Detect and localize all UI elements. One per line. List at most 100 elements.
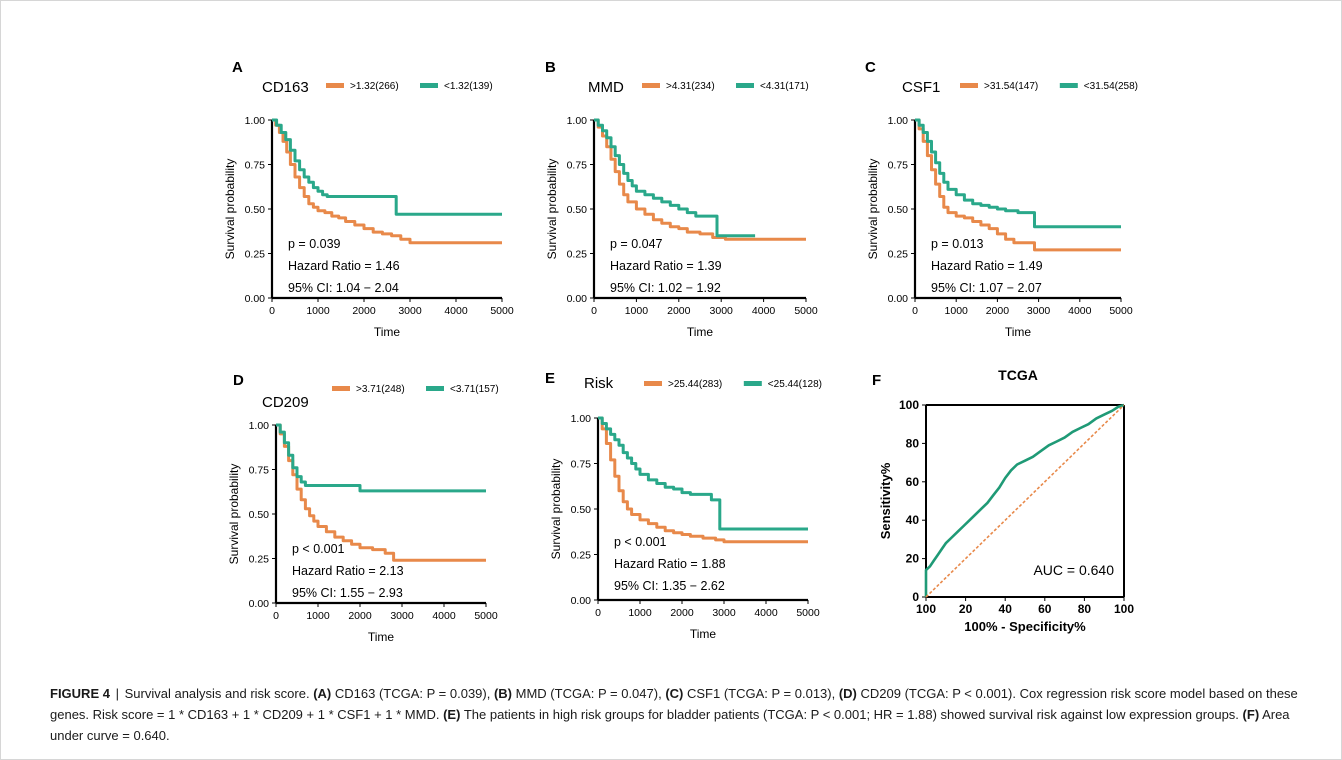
x-tick-label: 2000 [667, 305, 691, 317]
y-tick-label: 0.75 [888, 160, 909, 172]
survival-curve [272, 118, 502, 216]
y-tick-label: 20 [906, 552, 920, 566]
x-tick-label: 100 [1114, 602, 1134, 616]
legend-entry: >31.54(147) [984, 81, 1038, 92]
stat-line: p < 0.001 [614, 535, 667, 549]
stat-line: Hazard Ratio = 1.39 [610, 259, 722, 273]
y-axis-label: Survival probability [227, 464, 241, 565]
x-tick-label: 4000 [754, 607, 778, 619]
legend-entry: >1.32(266) [350, 81, 399, 92]
y-axis-label: Survival probability [549, 459, 563, 560]
caption-a-label: (A) [313, 686, 332, 701]
caption-d-text: CD209 (TCGA: P < 0.001). Cox regression … [50, 686, 1298, 722]
panel-d: D CD209 >3.71(248) <3.71(157) 0.00 0.25 0.50 0.… [227, 372, 499, 644]
x-tick-label: 5000 [1109, 305, 1133, 317]
stat-line: 95% CI: 1.07 − 2.07 [931, 281, 1042, 295]
survival-curve [915, 118, 1121, 229]
x-tick-label: 3000 [1027, 305, 1051, 317]
y-tick-label: 0.50 [888, 204, 909, 216]
caption-c-text: CSF1 (TCGA: P = 0.013), [686, 686, 836, 701]
x-tick-label: 5000 [794, 305, 818, 317]
panel-letter: B [545, 59, 556, 76]
y-tick-label: 0.25 [571, 550, 592, 562]
x-tick-label: 2000 [348, 610, 372, 622]
y-tick-label: 0.75 [567, 160, 588, 172]
survival-curve [598, 416, 808, 544]
x-tick-label: 0 [912, 305, 918, 317]
y-tick-label: 0.25 [245, 249, 266, 261]
x-tick-label: 2000 [670, 607, 694, 619]
panel-letter: A [232, 59, 243, 76]
y-tick-label: 1.00 [249, 420, 270, 432]
roc-curve [924, 403, 1125, 597]
panel-b: B MMD >4.31(234) <4.31(171) 0.00 0.25 0.50 0.75… [545, 59, 818, 339]
stat-line: 95% CI: 1.02 − 1.92 [610, 281, 721, 295]
survival-curve [598, 416, 808, 531]
y-tick-label: 0.50 [571, 504, 592, 516]
y-tick-label: 1.00 [571, 413, 592, 425]
survival-curve [276, 423, 486, 493]
y-tick-label: 0 [912, 590, 919, 604]
y-tick-label: 0.50 [567, 204, 588, 216]
legend-entry: <3.71(157) [450, 384, 499, 395]
panel-letter: C [865, 59, 876, 76]
x-axis-label: Time [1005, 325, 1032, 339]
x-axis-label: Time [687, 325, 714, 339]
y-tick-label: 60 [906, 475, 920, 489]
x-tick-label: 0 [273, 610, 279, 622]
y-tick-label: 1.00 [888, 115, 909, 127]
gene-title: CD163 [262, 79, 309, 96]
chart-title: TCGA [998, 367, 1038, 383]
panel-c: C CSF1 >31.54(147) <31.54(258) 0.00 0.25 0.50 0… [865, 59, 1138, 339]
y-tick-label: 40 [906, 513, 920, 527]
stat-line: 95% CI: 1.35 − 2.62 [614, 579, 725, 593]
x-tick-label: 4000 [444, 305, 468, 317]
gene-title: CSF1 [902, 79, 940, 96]
stat-line: p = 0.047 [610, 237, 663, 251]
y-tick-label: 0.50 [249, 509, 270, 521]
legend-swatch [642, 83, 660, 88]
stat-line: Hazard Ratio = 1.49 [931, 259, 1043, 273]
survival-curve [915, 118, 1121, 252]
legend-swatch [644, 381, 662, 386]
stat-line: Hazard Ratio = 2.13 [292, 564, 404, 578]
y-axis-label: Survival probability [223, 159, 237, 260]
x-axis-label: Time [690, 627, 717, 641]
x-tick-label: 0 [595, 607, 601, 619]
y-tick-label: 0.00 [888, 293, 909, 305]
gene-title: Risk [584, 375, 614, 392]
y-axis-label: Sensitivity% [878, 462, 893, 539]
x-tick-label: 0 [269, 305, 275, 317]
x-tick-label: 60 [1038, 602, 1052, 616]
x-tick-label: 1000 [625, 305, 649, 317]
x-axis-label: 100% - Specificity% [964, 619, 1086, 634]
y-tick-label: 1.00 [245, 115, 266, 127]
stat-line: Hazard Ratio = 1.88 [614, 557, 726, 571]
gene-title: MMD [588, 79, 624, 96]
y-tick-label: 0.75 [245, 160, 266, 172]
x-tick-label: 3000 [710, 305, 734, 317]
y-tick-label: 0.00 [245, 293, 266, 305]
x-tick-label: 2000 [352, 305, 376, 317]
stat-line: 95% CI: 1.04 − 2.04 [288, 281, 399, 295]
caption-separator: | [115, 686, 119, 701]
figure-caption: FIGURE 4 | Survival analysis and risk sc… [50, 683, 1300, 746]
x-tick-label: 20 [959, 602, 973, 616]
legend-swatch [326, 83, 344, 88]
auc-label: AUC = 0.640 [1033, 562, 1114, 578]
panel-a: A CD163 >1.32(266) <1.32(139) 0.00 0.25 0.50 0.… [223, 59, 514, 339]
x-tick-label: 100 [916, 602, 936, 616]
x-tick-label: 0 [591, 305, 597, 317]
x-tick-label: 1000 [945, 305, 969, 317]
legend-entry: <25.44(128) [768, 379, 822, 390]
x-tick-label: 2000 [986, 305, 1010, 317]
y-tick-label: 80 [906, 436, 920, 450]
x-axis-label: Time [368, 630, 395, 644]
x-tick-label: 1000 [306, 305, 330, 317]
y-tick-label: 0.75 [249, 465, 270, 477]
y-axis-label: Survival probability [866, 159, 880, 260]
x-tick-label: 80 [1078, 602, 1092, 616]
x-tick-label: 5000 [796, 607, 820, 619]
legend-swatch [743, 381, 762, 386]
